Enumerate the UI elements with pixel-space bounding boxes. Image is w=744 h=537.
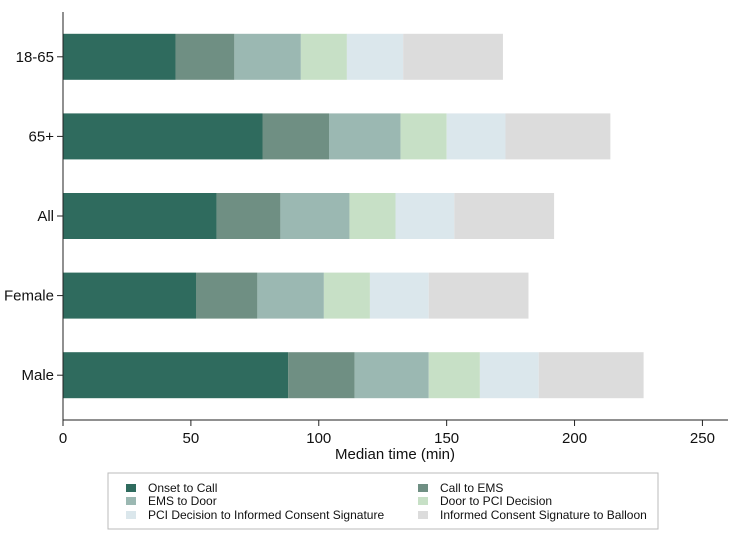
- x-tick-label: 200: [562, 430, 587, 447]
- bar-segment-all-s2: [280, 193, 350, 239]
- bar-segment-all-s1: [216, 193, 281, 239]
- legend-swatch: [418, 497, 428, 505]
- bar-segment-female-s0: [63, 272, 196, 319]
- bar-segment-male-s0: [63, 352, 289, 399]
- bar-segment-18-65-s0: [63, 33, 176, 80]
- x-tick-label: 50: [183, 430, 200, 447]
- legend-label: EMS to Door: [148, 494, 217, 508]
- bar-segment-65--s5: [505, 113, 611, 160]
- legend-label: Door to PCI Decision: [440, 494, 552, 508]
- legend: Onset to Call Call to EMS EMS to Door Door …: [126, 481, 647, 522]
- legend-swatch: [418, 511, 428, 519]
- legend-swatch: [126, 497, 136, 505]
- legend-box: [107, 472, 659, 530]
- y-tick-label: Female: [4, 288, 54, 305]
- bar-segment-all-s0: [63, 193, 217, 239]
- bar-segment-18-65-s2: [234, 33, 301, 80]
- legend-label: PCI Decision to Informed Consent Signatu…: [148, 508, 384, 522]
- bar-segment-male-s4: [479, 352, 539, 399]
- x-tick-label: 250: [690, 430, 715, 447]
- x-tick-label: 100: [306, 430, 331, 447]
- bar-segment-65--s0: [63, 113, 263, 160]
- x-axis-title: Median time (min): [335, 446, 455, 463]
- bar-segment-all-s5: [454, 193, 555, 239]
- bar-segment-male-s1: [288, 352, 355, 399]
- x-tick-label: 0: [59, 430, 67, 447]
- legend-label: Call to EMS: [440, 481, 503, 495]
- y-tick-label: 65+: [29, 128, 55, 145]
- y-axis-ticks: 18-65 65+ All Female Male: [4, 49, 63, 384]
- bar-segment-female-s5: [428, 272, 529, 319]
- legend-label: Onset to Call: [148, 481, 217, 495]
- bar-segment-18-65-s5: [403, 33, 503, 80]
- bar-segment-male-s2: [354, 352, 429, 399]
- bar-segment-18-65-s4: [346, 33, 404, 80]
- bar-segment-all-s3: [349, 193, 396, 239]
- bar-segment-65--s2: [329, 113, 401, 160]
- bar-segment-female-s3: [323, 272, 370, 319]
- bar-segment-female-s4: [369, 272, 429, 319]
- bar-segment-65--s1: [262, 113, 329, 160]
- legend-swatch: [126, 484, 136, 492]
- bar-segment-65--s4: [446, 113, 506, 160]
- y-tick-label: All: [37, 208, 54, 225]
- bar-segment-female-s2: [257, 272, 324, 319]
- legend-label: Informed Consent Signature to Balloon: [440, 508, 647, 522]
- legend-swatch: [418, 484, 428, 492]
- y-tick-label: 18-65: [16, 49, 54, 66]
- bar-segment-65--s3: [400, 113, 447, 160]
- bar-segment-male-s3: [428, 352, 480, 399]
- x-tick-label: 150: [434, 430, 459, 447]
- bar-segment-female-s1: [196, 272, 258, 319]
- bars-group: [63, 33, 644, 399]
- bar-segment-male-s5: [538, 352, 644, 399]
- legend-swatch: [126, 511, 136, 519]
- bar-segment-18-65-s1: [175, 33, 235, 80]
- x-axis-ticks: 0 50 100 150 200 250: [59, 420, 715, 447]
- bar-segment-all-s4: [395, 193, 455, 239]
- y-tick-label: Male: [21, 367, 54, 384]
- bar-segment-18-65-s3: [300, 33, 347, 80]
